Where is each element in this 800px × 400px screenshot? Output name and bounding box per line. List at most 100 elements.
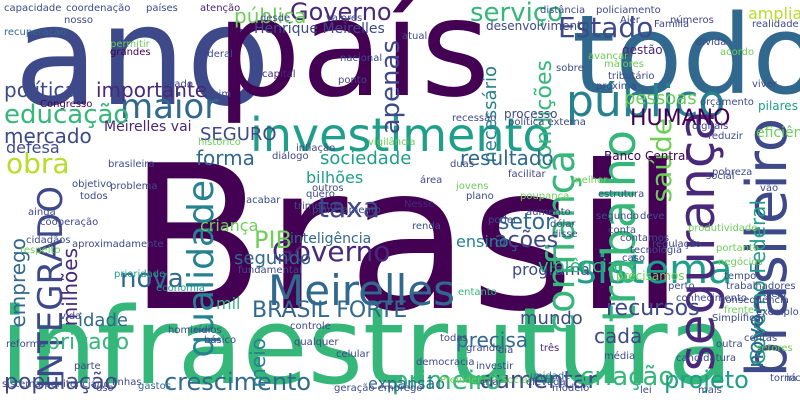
word-131: área	[420, 175, 443, 186]
word-151: mais	[698, 385, 722, 396]
word-83: processo	[504, 107, 558, 121]
word-149: modelo	[552, 383, 590, 394]
word-53: resultado	[460, 146, 554, 170]
word-69: ampliar	[748, 4, 800, 23]
word-125: exemplo	[756, 307, 799, 318]
word-10: maior	[120, 87, 219, 127]
word-81: Família	[654, 19, 690, 30]
word-184: vigilância	[368, 137, 416, 148]
word-50: Henrique Meirelles	[254, 21, 385, 37]
word-75: entanto	[458, 287, 497, 298]
word-61: pessoas	[624, 88, 697, 109]
word-155: distância	[540, 5, 586, 16]
word-175: incentivos	[786, 373, 800, 384]
word-23: HUMANO	[630, 106, 731, 131]
word-67: expansão	[368, 374, 446, 393]
word-114: cooperação	[40, 217, 99, 228]
word-121: democracia	[416, 357, 475, 368]
word-92: Congresso	[40, 99, 93, 110]
word-162: acordo	[720, 47, 755, 58]
word-187: poupança	[520, 191, 570, 202]
word-18: obra	[6, 147, 70, 180]
word-156: policiamento	[596, 5, 661, 16]
word-58: criança	[200, 216, 259, 235]
word-169: digitais	[692, 121, 729, 132]
word-113: problema	[110, 181, 158, 192]
word-127: renda	[412, 221, 441, 232]
word-51: forma	[196, 146, 255, 170]
word-98: dia	[498, 345, 514, 356]
word-4: todo	[572, 0, 800, 119]
word-3: país	[216, 0, 491, 127]
word-82: gestão	[622, 43, 663, 57]
word-178: perto	[668, 281, 695, 292]
word-135: estrutura	[598, 189, 645, 200]
word-105: desde	[260, 13, 291, 24]
word-94: sistema penitenciário	[2, 379, 110, 390]
word-126: seja	[766, 289, 787, 300]
word-57: segundo	[234, 248, 312, 269]
word-90: permitir	[110, 39, 150, 50]
word-100: recessão	[452, 113, 497, 124]
word-5: investimento	[250, 108, 551, 162]
word-124: candidatura	[676, 353, 737, 364]
word-203: vida	[60, 311, 82, 322]
word-191: negócios	[718, 257, 763, 268]
word-200: pobreza	[712, 167, 753, 178]
word-88: atenção	[200, 3, 241, 14]
word-66: primeiro	[392, 366, 501, 396]
word-179: deve	[640, 211, 665, 222]
word-73: meio	[246, 338, 270, 388]
word-117: economia	[156, 283, 205, 294]
word-35: mercado	[4, 124, 92, 148]
word-171: viver	[752, 79, 777, 90]
word-201: objetivo	[72, 179, 113, 190]
word-176: aproximadamente	[72, 239, 164, 250]
word-174: linhas	[112, 377, 142, 388]
word-24: taxa	[318, 191, 380, 224]
word-139: outros	[312, 183, 344, 194]
word-106: valores	[326, 13, 363, 24]
word-85: capacidade	[4, 3, 62, 14]
word-28: população	[4, 370, 118, 395]
word-70: desenvolvimento	[486, 19, 590, 33]
word-120: celular	[336, 349, 370, 360]
word-183: histórico	[198, 137, 241, 148]
word-93: reforma	[6, 339, 46, 350]
word-132: duas	[450, 159, 475, 170]
word-137: inflação	[296, 143, 336, 154]
word-34: nova	[120, 264, 184, 294]
word-6: público	[566, 76, 726, 127]
word-79: pilares	[758, 99, 798, 113]
word-147: criar	[480, 377, 503, 388]
word-36: ações	[494, 228, 559, 253]
word-190: portanto	[716, 243, 760, 254]
word-103: assim	[202, 89, 232, 100]
word-107: Simplificar	[712, 313, 765, 324]
word-204: parte	[74, 361, 101, 372]
word-172: vão	[760, 183, 779, 194]
word-186: plano	[466, 191, 494, 202]
word-39: idade	[78, 310, 128, 331]
word-118: homicídios	[168, 325, 222, 336]
word-136: diálogo	[272, 151, 309, 162]
word-62: SEGURO	[200, 124, 277, 145]
word-154: atual	[402, 31, 428, 42]
word-122: investir	[476, 361, 514, 372]
word-144: qualquer	[294, 337, 339, 348]
word-60: violência	[538, 256, 619, 277]
word-194: conhecimento	[676, 293, 747, 304]
word-145: geração emprego	[334, 383, 423, 394]
word-163: avançar	[588, 51, 629, 62]
word-166: tributário	[608, 71, 655, 82]
word-197: contas	[744, 333, 778, 344]
word-130: disse	[552, 229, 578, 240]
word-168: orçamento	[700, 97, 754, 108]
word-87: países	[146, 3, 178, 14]
word-59: inteligência	[290, 231, 372, 247]
word-164: maiores	[604, 59, 645, 70]
word-134: melhor	[572, 175, 608, 186]
word-43: precisa	[456, 328, 529, 352]
word-138: acabar	[246, 195, 281, 206]
